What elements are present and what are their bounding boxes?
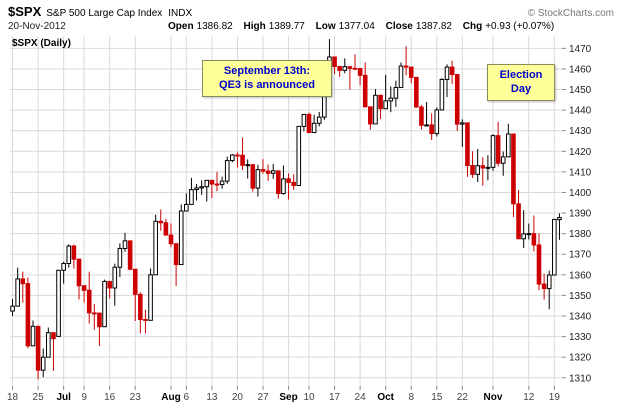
exchange-label: INDX: [168, 8, 193, 19]
svg-text:1360: 1360: [569, 270, 592, 281]
svg-text:1410: 1410: [569, 167, 592, 178]
svg-text:Sep: Sep: [279, 392, 297, 403]
series-label: $SPX (Daily): [12, 38, 71, 49]
svg-text:1350: 1350: [569, 291, 592, 302]
svg-text:23: 23: [130, 392, 142, 403]
svg-text:25: 25: [33, 392, 45, 403]
svg-text:1460: 1460: [569, 64, 592, 75]
chg-label: Chg: [462, 21, 483, 32]
svg-text:1400: 1400: [569, 188, 592, 199]
ticker-symbol: $SPX: [8, 4, 42, 19]
close-value: 1387.82: [415, 21, 452, 32]
annotation-election-day: Election Day: [487, 64, 555, 101]
svg-text:1380: 1380: [569, 229, 592, 240]
svg-text:1330: 1330: [569, 332, 592, 343]
svg-text:1420: 1420: [569, 147, 592, 158]
svg-text:12: 12: [523, 392, 535, 403]
copyright-text: © StockCharts.com: [527, 8, 614, 19]
svg-text:Aug: Aug: [161, 392, 180, 403]
svg-text:1470: 1470: [569, 44, 592, 55]
svg-text:1310: 1310: [569, 373, 592, 384]
svg-text:8: 8: [408, 392, 414, 403]
svg-text:19: 19: [549, 392, 561, 403]
high-value: 1389.77: [268, 21, 305, 32]
svg-text:24: 24: [355, 392, 367, 403]
annotation-qe3: September 13th: QE3 is announced: [202, 60, 332, 97]
annotation-qe3-line1: September 13th:: [223, 65, 311, 77]
svg-text:1340: 1340: [569, 312, 592, 323]
svg-text:Jul: Jul: [56, 392, 71, 403]
svg-text:9: 9: [81, 392, 87, 403]
svg-text:10: 10: [303, 392, 315, 403]
svg-text:Oct: Oct: [377, 392, 394, 403]
ohlc-readout: Open 1386.82 High 1389.77 Low 1377.04 Close…: [168, 21, 562, 32]
svg-text:1370: 1370: [569, 250, 592, 261]
svg-text:Nov: Nov: [484, 392, 503, 403]
svg-text:1320: 1320: [569, 353, 592, 364]
svg-text:17: 17: [329, 392, 341, 403]
svg-text:15: 15: [431, 392, 443, 403]
open-label: Open: [168, 21, 194, 32]
index-name: S&P 500 Large Cap Index: [46, 8, 163, 19]
low-label: Low: [315, 21, 336, 32]
svg-text:13: 13: [206, 392, 218, 403]
annotation-election-line2: Day: [510, 83, 532, 96]
annotation-qe3-line2: QE3 is announced: [219, 79, 315, 92]
high-label: High: [243, 21, 266, 32]
chart-header: $SPX S&P 500 Large Cap Index INDX © Stoc…: [8, 4, 614, 19]
svg-text:1430: 1430: [569, 126, 592, 137]
quote-bar: 20-Nov-2012 Open 1386.82 High 1389.77 Low 1…: [8, 21, 614, 32]
annotation-election-line1: Election: [499, 69, 543, 81]
svg-text:1440: 1440: [569, 106, 592, 117]
svg-text:16: 16: [104, 392, 116, 403]
svg-text:6: 6: [184, 392, 190, 403]
quote-date: 20-Nov-2012: [8, 21, 66, 32]
close-label: Close: [385, 21, 413, 32]
svg-text:20: 20: [232, 392, 244, 403]
svg-text:27: 27: [257, 392, 269, 403]
svg-text:18: 18: [7, 392, 19, 403]
svg-text:1450: 1450: [569, 85, 592, 96]
chg-value: +0.93 (+0.07%): [485, 21, 555, 32]
svg-text:22: 22: [457, 392, 469, 403]
svg-text:1390: 1390: [569, 209, 592, 220]
low-value: 1377.04: [338, 21, 375, 32]
open-value: 1386.82: [196, 21, 233, 32]
